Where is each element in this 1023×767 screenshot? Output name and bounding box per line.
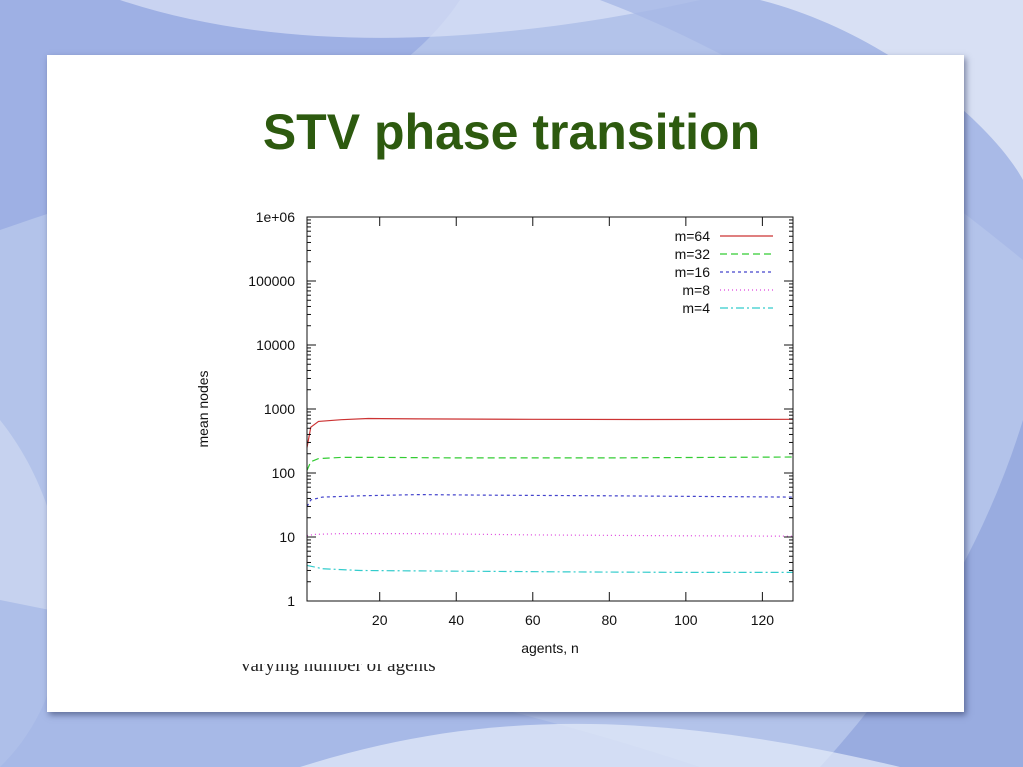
- series-line-m8: [306, 533, 794, 537]
- y-tick-label: 1000: [264, 401, 295, 417]
- x-tick-label: 40: [448, 612, 464, 628]
- legend-label: m=64: [675, 228, 711, 244]
- y-tick-label: 1e+06: [256, 209, 296, 225]
- legend-label: m=8: [682, 282, 710, 298]
- series-line-m64: [306, 417, 794, 448]
- legend: m=64 m=32 m=16 m=8 m=4: [675, 228, 773, 316]
- legend-label: m=32: [675, 246, 711, 262]
- y-tick-label: 10: [279, 529, 295, 545]
- x-tick-label: 120: [751, 612, 775, 628]
- chart-panel: 1 10 100 1000 10000 100000 1e+06 20 40 60 80 100 120…: [187, 178, 871, 664]
- plot-frame: [306, 216, 794, 602]
- line-chart: 1 10 100 1000 10000 100000 1e+06 20 40 60 80 100 120…: [195, 209, 794, 656]
- x-tick-label: 100: [674, 612, 698, 628]
- y-tick-label: 10000: [256, 337, 295, 353]
- x-tick-label: 20: [372, 612, 388, 628]
- y-tick-label: 100: [272, 465, 296, 481]
- y-tick-label: 100000: [248, 273, 295, 289]
- ticks-layer: 1 10 100 1000 10000 100000 1e+06 20 40 60 80 100 120: [248, 209, 793, 628]
- x-tick-label: 60: [525, 612, 541, 628]
- series-line-m32: [306, 456, 794, 471]
- legend-label: m=16: [675, 264, 711, 280]
- series-line-m16: [306, 493, 794, 507]
- y-axis-label: mean nodes: [195, 370, 211, 447]
- series-line-m4: [306, 564, 793, 573]
- legend-label: m=4: [682, 300, 710, 316]
- y-tick-label: 1: [287, 593, 295, 609]
- slide-title: STV phase transition: [262, 104, 761, 160]
- series-layer: [306, 417, 794, 573]
- x-axis-label: agents, n: [521, 640, 579, 656]
- x-tick-label: 80: [602, 612, 618, 628]
